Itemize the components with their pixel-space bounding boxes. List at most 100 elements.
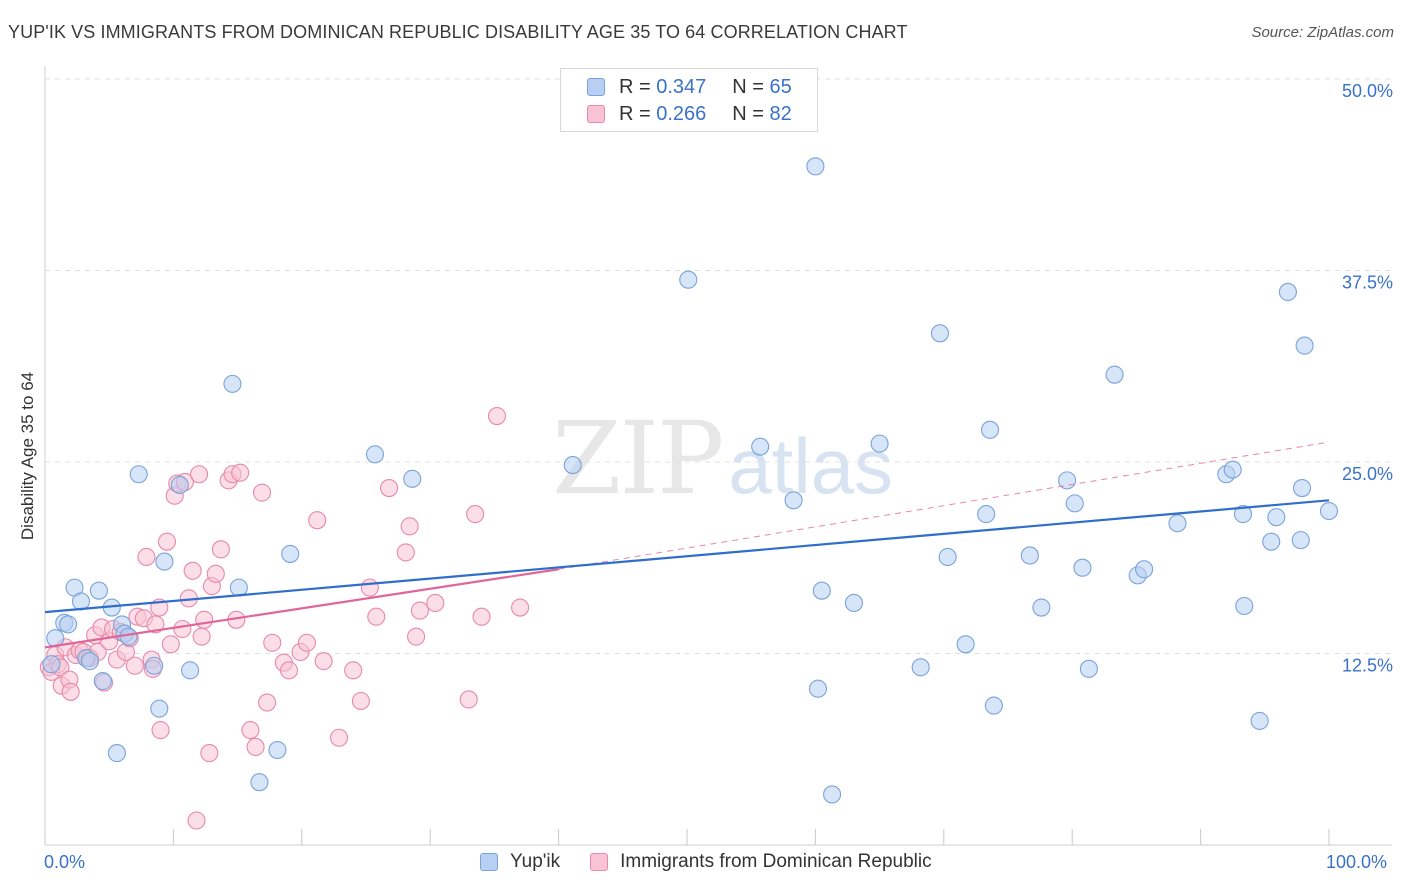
dominican-point bbox=[396, 543, 415, 562]
yupik-point bbox=[823, 785, 842, 804]
dominican-point bbox=[258, 693, 277, 712]
dominican-swatch bbox=[590, 853, 609, 871]
dominican-point bbox=[400, 517, 419, 536]
dominican-point bbox=[246, 737, 265, 757]
chart-title: YUP'IK VS IMMIGRANTS FROM DOMINICAN REPU… bbox=[8, 22, 908, 42]
yupik-point bbox=[956, 635, 975, 654]
dominican-point bbox=[206, 564, 225, 583]
dominican-point bbox=[61, 682, 80, 701]
dominican-point bbox=[472, 607, 491, 626]
yupik-point bbox=[1291, 531, 1310, 550]
yupik-point bbox=[1168, 514, 1187, 533]
yupik-point bbox=[812, 581, 831, 600]
n-value: 82 bbox=[769, 102, 792, 125]
yupik-point bbox=[80, 652, 99, 671]
yupik-point bbox=[93, 672, 112, 691]
dominican-point bbox=[380, 478, 399, 498]
y-tick-label: 25.0% bbox=[1342, 464, 1393, 484]
yupik-point bbox=[1262, 532, 1281, 551]
legend-label-yupik: Yup'ik bbox=[510, 851, 561, 872]
yupik-point bbox=[1079, 659, 1098, 678]
y-tick-label: 50.0% bbox=[1342, 81, 1393, 101]
x-tick-min: 0.0% bbox=[44, 852, 86, 872]
dominican-point bbox=[161, 635, 180, 654]
dominican-point bbox=[187, 811, 206, 830]
yupik-point bbox=[808, 679, 828, 698]
legend-item-dominican[interactable]: Immigrants from Dominican Republic bbox=[590, 851, 932, 873]
yupik-swatch bbox=[480, 853, 498, 871]
dominican-points bbox=[39, 406, 530, 830]
r-value: 0.347 bbox=[656, 75, 707, 98]
dominican-point bbox=[466, 505, 485, 524]
dominican-swatch bbox=[587, 105, 605, 123]
yupik-point bbox=[1105, 365, 1124, 384]
yupik-point bbox=[1135, 560, 1154, 579]
yupik-swatch bbox=[587, 78, 605, 96]
dominican-point bbox=[426, 593, 445, 612]
dominican-point bbox=[308, 511, 327, 530]
dominican-point bbox=[360, 578, 379, 597]
yupik-point bbox=[563, 456, 582, 475]
dominican-point bbox=[487, 406, 507, 426]
yupik-point bbox=[1233, 505, 1253, 524]
yupik-point bbox=[229, 578, 248, 597]
series-legend: Yup'ik Immigrants from Dominican Republi… bbox=[480, 851, 962, 873]
y-axis-label: Disability Age 35 to 64 bbox=[18, 371, 37, 541]
yupik-point bbox=[59, 615, 78, 634]
stats-legend-yupik[interactable]: R = 0.347 N = 65 bbox=[587, 75, 792, 99]
dominican-point bbox=[314, 652, 333, 671]
dominican-point bbox=[410, 601, 429, 620]
dominican-point bbox=[151, 721, 170, 740]
dominican-point bbox=[344, 661, 363, 680]
trend-lines bbox=[44, 441, 1330, 649]
n-label: N = bbox=[732, 102, 764, 125]
yupik-point bbox=[844, 593, 863, 612]
yupik-point bbox=[977, 505, 996, 524]
yupik-point bbox=[107, 744, 126, 763]
x-tick-max: 100.0% bbox=[1326, 852, 1388, 872]
yupik-point bbox=[250, 773, 269, 792]
dominican-point bbox=[297, 633, 316, 652]
dominican-point bbox=[329, 728, 349, 747]
yupik-point bbox=[365, 445, 385, 464]
yupik-point bbox=[155, 552, 174, 571]
legend-item-yupik[interactable]: Yup'ik bbox=[480, 851, 560, 873]
yupik-point bbox=[1223, 460, 1242, 479]
yupik-point bbox=[930, 324, 949, 343]
yupik-points bbox=[42, 157, 1339, 804]
dominican-point bbox=[183, 561, 202, 580]
dominican-point bbox=[407, 627, 426, 646]
yupik-point bbox=[145, 656, 164, 675]
yupik-point bbox=[89, 581, 108, 600]
stats-legend: R = 0.347 N = 65 R = 0.266 N = 82 bbox=[560, 68, 818, 132]
y-tick-labels: 12.5% 25.0% 37.5% 50.0% bbox=[1342, 81, 1393, 676]
yupik-point bbox=[1267, 508, 1286, 527]
stats-legend-dominican[interactable]: R = 0.266 N = 82 bbox=[587, 102, 792, 126]
r-label: R = bbox=[619, 102, 651, 125]
yupik-point bbox=[1292, 478, 1312, 498]
yupik-point bbox=[1020, 546, 1039, 565]
yupik-point bbox=[980, 420, 1000, 439]
dominican-point bbox=[125, 656, 144, 675]
dominican-point bbox=[157, 532, 177, 551]
y-tick-label: 12.5% bbox=[1342, 656, 1393, 676]
yupik-point bbox=[1073, 558, 1092, 577]
legend-label-dominican: Immigrants from Dominican Republic bbox=[620, 851, 932, 872]
dominican-point bbox=[263, 633, 282, 652]
yupik-point bbox=[911, 658, 930, 677]
source-credit[interactable]: Source: ZipAtlas.com bbox=[1251, 24, 1394, 41]
dominican-point bbox=[195, 610, 214, 629]
dominican-point bbox=[200, 744, 219, 763]
yupik-trend-line bbox=[44, 499, 1330, 614]
yupik-point bbox=[150, 699, 169, 718]
dominican-point bbox=[173, 619, 192, 639]
dominican-point bbox=[137, 547, 156, 567]
yupik-point bbox=[1065, 494, 1084, 513]
yupik-point bbox=[403, 469, 422, 488]
n-value: 65 bbox=[769, 75, 792, 98]
dominican-point bbox=[146, 615, 165, 634]
yupik-point bbox=[1250, 711, 1269, 730]
dominican-point bbox=[252, 483, 272, 502]
yupik-point bbox=[129, 465, 148, 484]
